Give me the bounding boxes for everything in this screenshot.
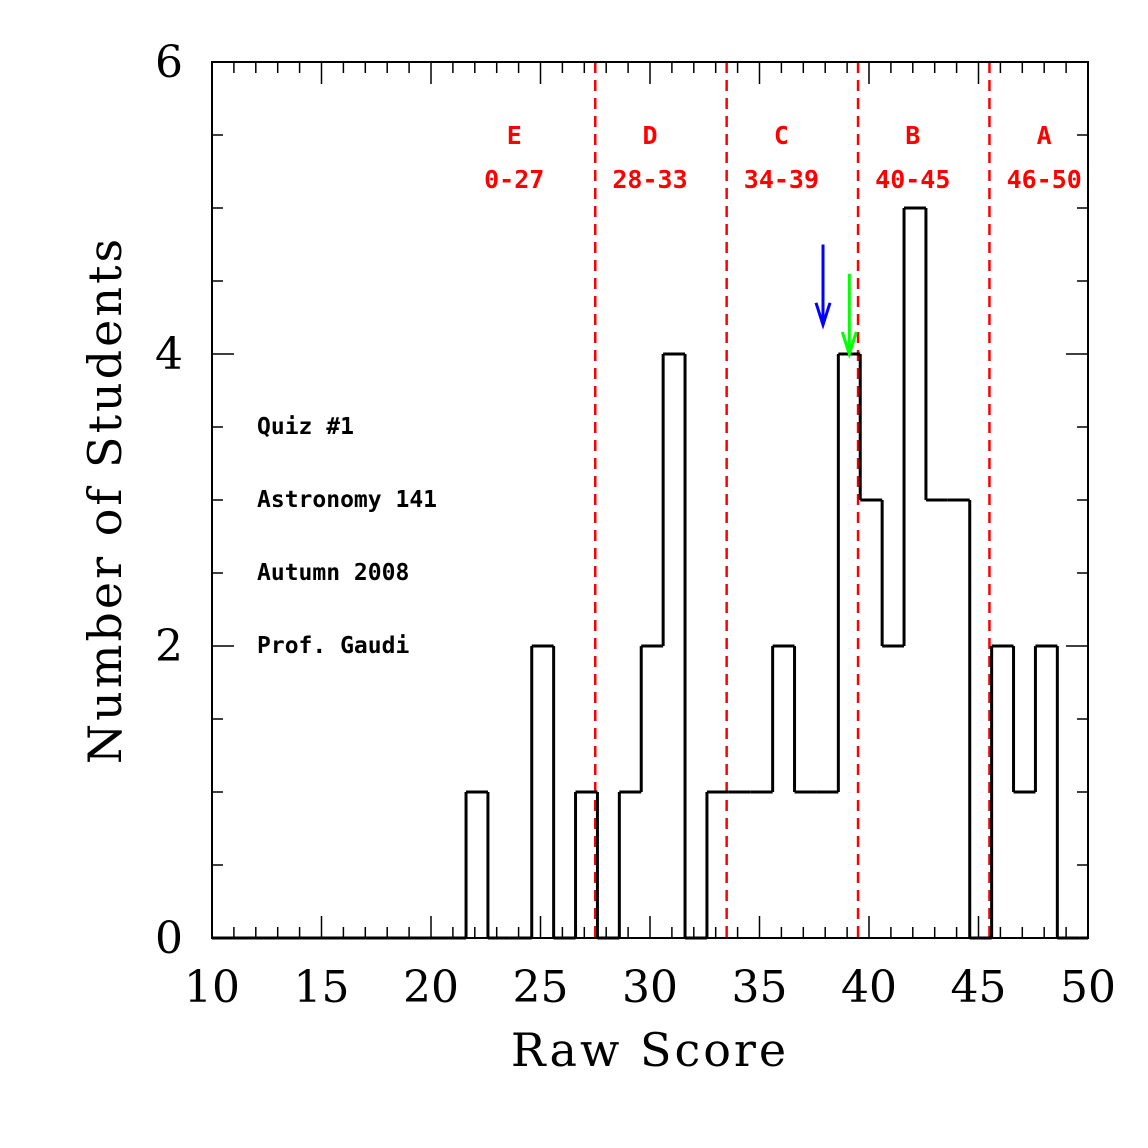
y-tick-label: 0 xyxy=(155,913,183,964)
grade-range: 0-27 xyxy=(484,165,544,194)
y-tick-label: 2 xyxy=(155,621,183,672)
x-tick-label: 30 xyxy=(622,962,678,1013)
grade-letter: C xyxy=(774,121,789,150)
grade-range: 34-39 xyxy=(744,165,819,194)
x-tick-label: 25 xyxy=(513,962,569,1013)
y-tick-label: 4 xyxy=(155,329,183,380)
grade-range: 40-45 xyxy=(875,165,950,194)
grade-bands: E 0-27 D 28-33 C 34-39 B 40-45 A 46-50 xyxy=(484,121,1082,194)
y-axis-title: Number of Students xyxy=(78,236,132,764)
grade-range: 46-50 xyxy=(1007,165,1082,194)
axis-ticks xyxy=(211,61,1089,939)
chart-note: Prof. Gaudi xyxy=(257,633,409,659)
marker-arrow-head xyxy=(814,302,832,330)
x-tick-label: 20 xyxy=(403,962,459,1013)
grade-letter: D xyxy=(642,121,657,150)
chart-notes: Quiz #1 Astronomy 141 Autumn 2008 Prof. Gau… xyxy=(257,414,437,659)
x-tick-label: 10 xyxy=(184,962,240,1013)
x-tick-label: 50 xyxy=(1060,962,1116,1013)
chart-note: Astronomy 141 xyxy=(257,487,437,513)
y-tick-label: 6 xyxy=(155,37,183,88)
x-tick-label: 15 xyxy=(294,962,350,1013)
x-tick-label: 40 xyxy=(841,962,897,1013)
marker-arrow-head xyxy=(840,331,858,359)
x-axis-title: Raw Score xyxy=(511,1023,789,1077)
chart-note: Quiz #1 xyxy=(257,414,354,440)
chart-note: Autumn 2008 xyxy=(257,560,409,586)
x-tick-label: 45 xyxy=(951,962,1007,1013)
markers xyxy=(814,244,858,359)
x-tick-label: 35 xyxy=(732,962,788,1013)
grade-letter: E xyxy=(507,121,522,150)
grade-letter: A xyxy=(1037,121,1052,150)
tick-labels: 10 15 20 25 30 35 40 45 50 0 2 4 6 xyxy=(155,37,1116,1013)
grade-letter: B xyxy=(905,121,920,150)
grade-range: 28-33 xyxy=(612,165,687,194)
